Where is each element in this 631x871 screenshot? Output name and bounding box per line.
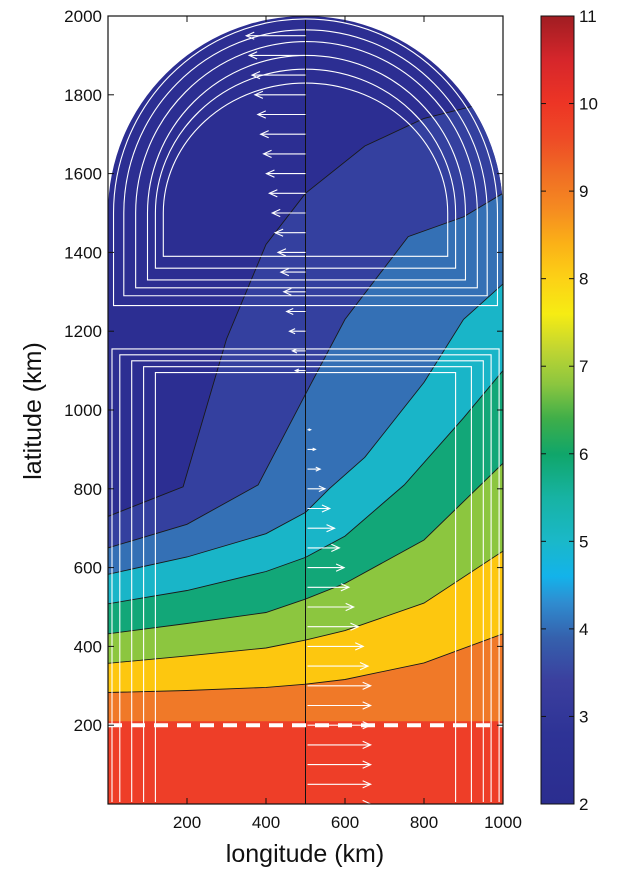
axes-layer: 200 400 600 800 1000 1200 1400 1600 1800 2000 200 4… <box>64 7 522 832</box>
y-tick-label: 200 <box>74 716 102 735</box>
velocity-arrow <box>256 110 306 119</box>
velocity-arrow <box>307 447 317 452</box>
velocity-arrows <box>244 31 373 809</box>
colorbar: 2 3 4 5 6 7 8 9 10 11 <box>540 7 598 814</box>
colorbar-tick-label: 2 <box>579 795 588 814</box>
velocity-arrow <box>288 328 306 335</box>
y-tick-label: 2000 <box>64 7 102 26</box>
colorbar-tick-label: 7 <box>579 357 588 376</box>
colorbar-tick-label: 3 <box>579 707 588 726</box>
colorbar-bar <box>540 15 575 805</box>
velocity-arrow <box>307 428 312 432</box>
y-axis-label: latitude (km) <box>19 342 47 480</box>
velocity-arrow <box>307 661 370 671</box>
x-axis-label: longitude (km) <box>226 840 384 868</box>
streamline <box>146 55 467 281</box>
velocity-arrow <box>307 740 373 750</box>
x-tick-label: 400 <box>252 813 280 832</box>
streamline <box>123 29 488 297</box>
x-tick-label: 600 <box>331 813 359 832</box>
velocity-arrow <box>307 504 332 513</box>
y-tick-label: 400 <box>74 637 102 656</box>
overlay-layer <box>108 31 503 809</box>
contour-line <box>108 370 503 605</box>
colorbar-tick-label: 6 <box>579 445 588 464</box>
contour-line <box>108 98 503 517</box>
velocity-arrow <box>250 70 306 80</box>
velocity-arrow <box>291 348 306 354</box>
velocity-arrow <box>307 622 360 631</box>
streamline <box>112 18 499 307</box>
velocity-arrow <box>307 780 373 789</box>
velocity-arrow <box>307 485 327 493</box>
velocity-arrow <box>307 543 341 553</box>
velocity-arrow <box>282 287 306 296</box>
colorbar-tick-label: 10 <box>579 95 598 114</box>
velocity-arrow <box>307 701 373 710</box>
streamline <box>154 68 457 269</box>
velocity-arrow <box>262 149 306 159</box>
velocity-arrow <box>265 169 306 178</box>
velocity-arrow <box>307 583 351 592</box>
velocity-arrow <box>273 228 306 237</box>
velocity-arrow <box>259 130 306 139</box>
y-tick-label: 1400 <box>64 243 102 262</box>
x-tick-label: 1000 <box>484 813 522 832</box>
velocity-arrow <box>307 642 365 651</box>
velocity-arrow <box>267 189 306 198</box>
colorbar-tick-label: 9 <box>579 182 588 201</box>
velocity-arrow <box>276 248 306 257</box>
y-tick-label: 600 <box>74 559 102 578</box>
contour-line <box>108 283 503 575</box>
y-tick-label: 800 <box>74 480 102 499</box>
velocity-arrow <box>247 51 306 60</box>
velocity-arrow <box>307 760 373 769</box>
y-tick-label: 1000 <box>64 401 102 420</box>
velocity-arrow <box>307 563 346 572</box>
streamline <box>135 41 478 289</box>
velocity-arrow <box>307 681 373 690</box>
field-layer <box>108 15 503 804</box>
streamline <box>143 366 472 802</box>
velocity-arrow <box>307 524 336 533</box>
streamline <box>131 360 484 802</box>
velocity-arrow <box>307 466 322 472</box>
streamline <box>162 82 449 257</box>
y-tick-label: 1800 <box>64 86 102 105</box>
velocity-arrow <box>285 308 306 315</box>
colorbar-tick-label: 5 <box>579 532 588 551</box>
y-tick-label: 1200 <box>64 322 102 341</box>
velocity-arrow <box>253 90 306 99</box>
y-tick-label: 1600 <box>64 165 102 184</box>
velocity-arrow <box>279 267 306 277</box>
contour-line <box>108 192 503 549</box>
velocity-arrow <box>244 31 306 40</box>
velocity-arrow <box>270 208 306 218</box>
x-tick-label: 800 <box>410 813 438 832</box>
colorbar-tick-label: 4 <box>579 620 588 639</box>
x-tick-label: 200 <box>173 813 201 832</box>
colorbar-tick-label: 11 <box>579 7 597 26</box>
velocity-arrow <box>307 602 356 612</box>
colorbar-tick-label: 8 <box>579 270 588 289</box>
velocity-arrow <box>293 368 306 373</box>
